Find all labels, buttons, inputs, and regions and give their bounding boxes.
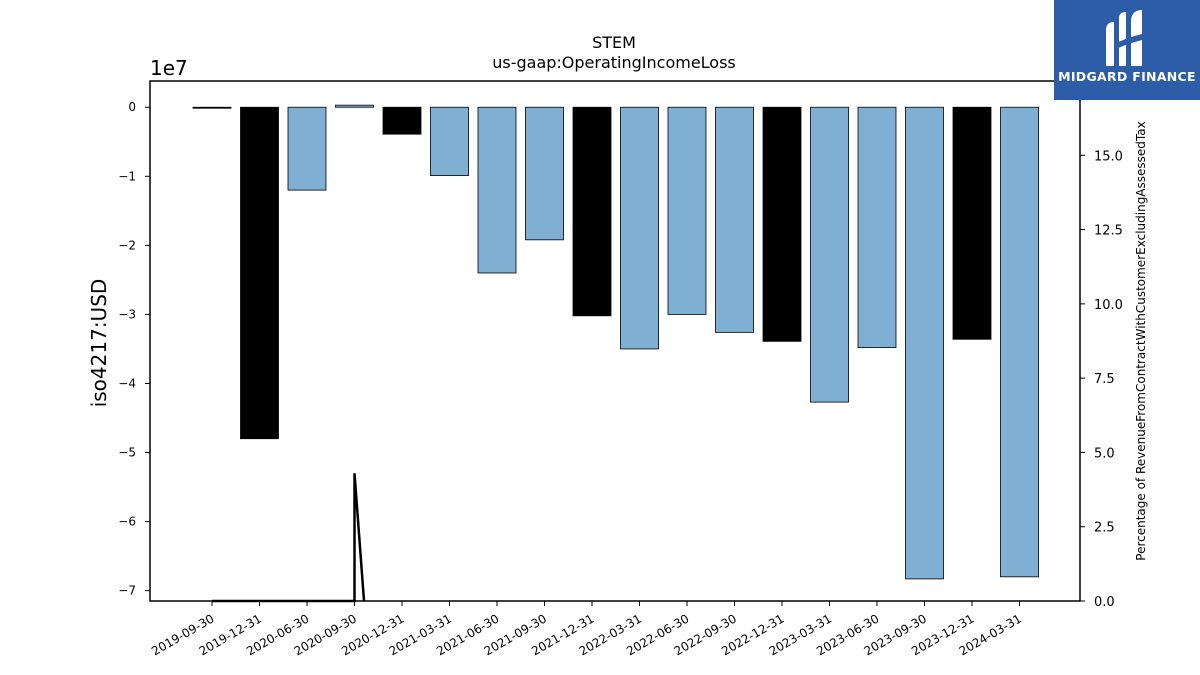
bar-2020-09-30 (335, 104, 374, 108)
chart-title: STEM (592, 33, 636, 52)
bar-2020-06-30 (287, 106, 327, 191)
logo-text: MIDGARD FINANCE (1058, 69, 1196, 84)
bar-2021-06-30 (477, 106, 517, 274)
bar-2019-12-31 (240, 106, 279, 440)
y-tick-label: −7 (118, 584, 136, 598)
y2-axis-label: Percentage of RevenueFromContractWithCus… (1134, 121, 1148, 560)
bar-2024-03-31 (1000, 106, 1039, 578)
y2-axis-ticks: 0.02.55.07.510.012.515.017.5 (1080, 75, 1123, 610)
y-tick-label: −3 (118, 307, 136, 321)
bar-2021-12-31 (572, 106, 612, 317)
bar-2023-06-30 (857, 106, 897, 348)
y-tick-label: −1 (118, 169, 136, 183)
y-tick-label: 0 (128, 100, 136, 114)
y2-tick-label: 2.5 (1094, 521, 1115, 536)
y2-tick-label: 7.5 (1094, 372, 1115, 387)
y-offset-label: 1e7 (150, 56, 188, 80)
bar-2022-06-30 (667, 106, 707, 315)
bar-2021-09-30 (525, 106, 564, 241)
bar-2020-12-31 (382, 106, 422, 135)
y2-tick-label: 12.5 (1094, 224, 1123, 239)
line-series-percentage (212, 473, 366, 603)
x-axis-ticks: 2019-09-302019-12-312020-06-302020-09-30… (149, 601, 1024, 658)
y-tick-label: −4 (118, 376, 136, 390)
bar-2022-12-31 (762, 106, 802, 342)
y-tick-label: −6 (118, 515, 136, 529)
logo-mark-icon (1106, 10, 1142, 66)
y2-tick-label: 5.0 (1094, 446, 1115, 461)
bar-2022-03-31 (620, 106, 659, 350)
chart-subtitle: us-gaap:OperatingIncomeLoss (492, 53, 736, 72)
bar-2023-09-30 (905, 106, 944, 580)
bar-2021-03-31 (430, 106, 469, 177)
bar-2023-12-31 (952, 106, 992, 340)
bar-2023-03-31 (810, 106, 849, 403)
y-tick-label: −5 (118, 446, 136, 460)
brand-logo: MIDGARD FINANCE (1054, 0, 1200, 100)
y2-tick-label: 15.0 (1094, 149, 1123, 164)
line-layer (212, 473, 366, 603)
plot-frame (149, 80, 1081, 602)
y-axis-ticks: 0 −1 −2 −3 −4 −5 −6 −7 (118, 100, 150, 598)
y-tick-label: −2 (118, 238, 136, 252)
y2-tick-label: 0.0 (1094, 595, 1115, 610)
bar-2022-09-30 (715, 106, 754, 333)
bar-2019-09-30 (192, 106, 232, 109)
y-axis-label: iso4217:USD (87, 279, 111, 408)
y2-tick-label: 10.0 (1094, 298, 1123, 313)
bars-group (192, 104, 1039, 580)
